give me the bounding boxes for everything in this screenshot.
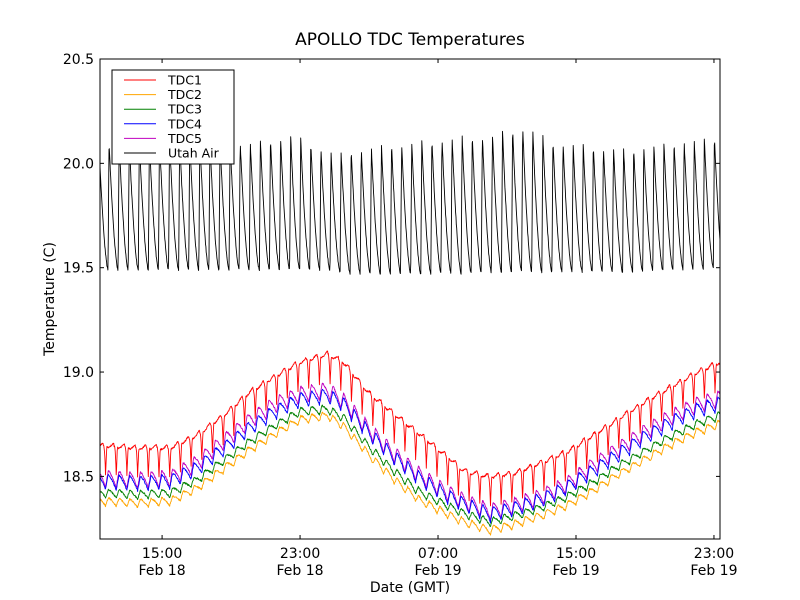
x-tick-label-date: Feb 19 <box>414 563 461 579</box>
chart-title: APOLLO TDC Temperatures <box>295 30 525 50</box>
legend-label: TDC5 <box>167 131 202 146</box>
legend-label: TDC1 <box>167 73 202 88</box>
y-tick-label: 19.5 <box>63 261 94 277</box>
series-line-tdc5 <box>100 382 720 521</box>
legend-label: TDC2 <box>167 87 202 102</box>
y-axis-label: Temperature (C) <box>42 242 58 357</box>
axes-frame <box>99 58 721 540</box>
x-tick-label-time: 07:00 <box>418 546 458 562</box>
x-axis-label: Date (GMT) <box>370 580 450 596</box>
y-axis: 18.5 19.0 19.5 20.0 20.5 <box>63 52 720 485</box>
x-tick-label-time: 15:00 <box>142 546 182 562</box>
x-tick-label-date: Feb 19 <box>552 563 599 579</box>
y-tick-label: 20.0 <box>63 156 94 172</box>
series-line-tdc1 <box>100 350 720 507</box>
x-tick-label-date: Feb 19 <box>690 563 737 579</box>
legend-label: Utah Air <box>168 146 220 161</box>
y-tick-label: 19.0 <box>63 365 94 381</box>
legend-box <box>111 69 235 165</box>
legend-label: TDC3 <box>167 102 202 117</box>
y-tick-label: 20.5 <box>63 52 94 68</box>
series-line-tdc4 <box>100 388 720 524</box>
x-tick-label-time: 15:00 <box>556 546 596 562</box>
x-tick-label-time: 23:00 <box>694 546 734 562</box>
y-tick-label: 18.5 <box>63 469 94 485</box>
legend-label: TDC4 <box>167 116 202 131</box>
series-line-tdc3 <box>100 404 720 527</box>
x-tick-label-time: 23:00 <box>280 546 320 562</box>
x-tick-label-date: Feb 18 <box>277 563 324 579</box>
x-tick-label-date: Feb 18 <box>139 563 186 579</box>
series-line-tdc2 <box>100 411 720 536</box>
